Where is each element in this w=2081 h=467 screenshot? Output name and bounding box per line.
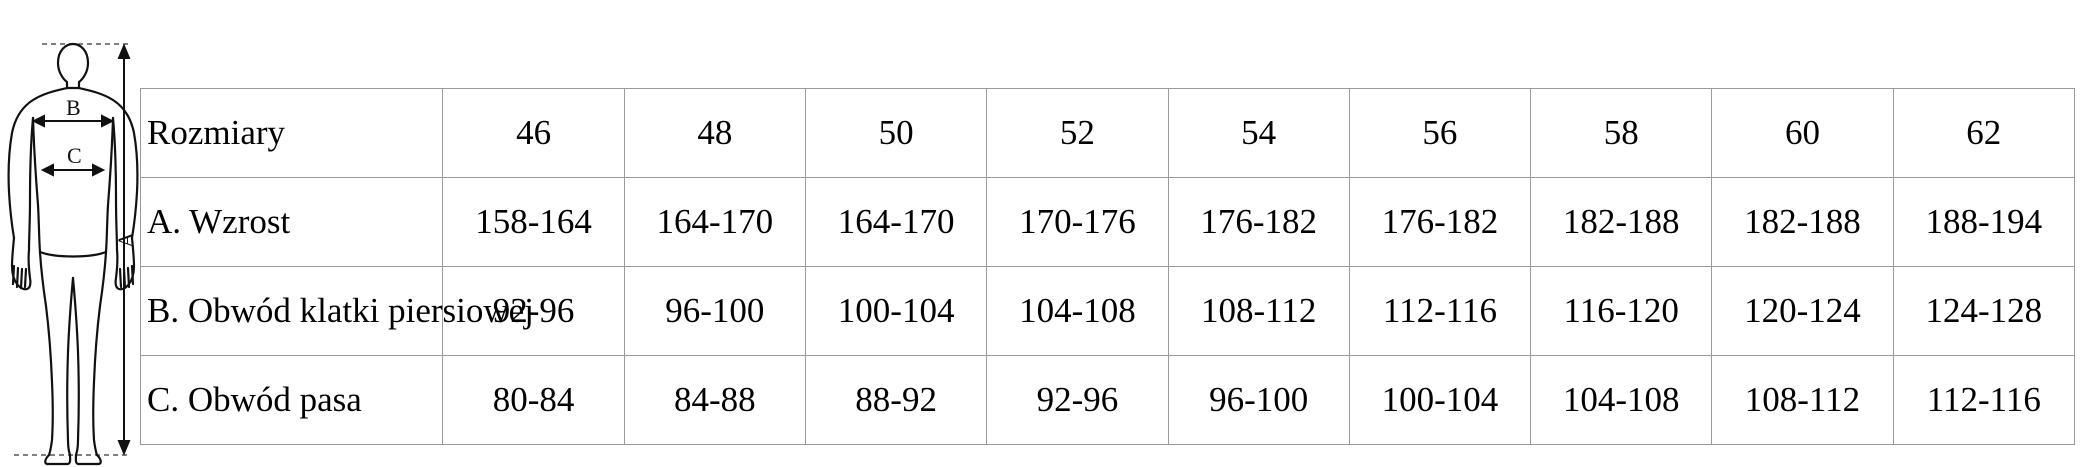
row-label-wzrost: A. Wzrost	[139, 177, 444, 267]
cell-wzrost-60: 182-188	[1711, 177, 1894, 267]
size-header-52: 52	[986, 88, 1169, 178]
cell-klatka-60: 120-124	[1711, 266, 1894, 356]
cell-pas-62: 112-116	[1892, 355, 2076, 445]
size-header-58: 58	[1530, 88, 1713, 178]
cell-pas-46: 80-84	[442, 355, 625, 445]
size-header-56: 56	[1348, 88, 1532, 178]
cell-klatka-56: 112-116	[1348, 266, 1532, 356]
table-row-header: Rozmiary 46 48 50 52 54 56 58 60 62	[139, 88, 2076, 178]
measure-label-c: C	[67, 143, 82, 168]
size-header-46: 46	[442, 88, 625, 178]
size-table: Rozmiary 46 48 50 52 54 56 58 60 62 A. W…	[139, 88, 2076, 445]
cell-klatka-50: 100-104	[804, 266, 988, 356]
table-row: C. Obwód pasa 80-84 84-88 88-92 92-96 96…	[139, 355, 2076, 445]
cell-pas-50: 88-92	[804, 355, 988, 445]
cell-wzrost-54: 176-182	[1167, 177, 1350, 267]
cell-klatka-62: 124-128	[1892, 266, 2076, 356]
table-row: B. Obwód klatki piersiowej 92-96 96-100 …	[139, 266, 2076, 356]
cell-pas-58: 104-108	[1530, 355, 1713, 445]
cell-klatka-58: 116-120	[1530, 266, 1713, 356]
cell-wzrost-58: 182-188	[1530, 177, 1713, 267]
cell-pas-52: 92-96	[986, 355, 1169, 445]
cell-wzrost-56: 176-182	[1348, 177, 1532, 267]
cell-klatka-52: 104-108	[986, 266, 1169, 356]
cell-wzrost-46: 158-164	[442, 177, 625, 267]
cell-wzrost-50: 164-170	[804, 177, 988, 267]
size-header-60: 60	[1711, 88, 1894, 178]
row-label-obwod-klatki-piersiowej: B. Obwód klatki piersiowej	[139, 266, 534, 356]
cell-klatka-46: 92-96	[442, 266, 625, 356]
cell-wzrost-52: 170-176	[986, 177, 1169, 267]
cell-wzrost-62: 188-194	[1892, 177, 2076, 267]
cell-pas-54: 96-100	[1167, 355, 1350, 445]
cell-klatka-48: 96-100	[623, 266, 807, 356]
size-table-container: Rozmiary 46 48 50 52 54 56 58 60 62 A. W…	[139, 88, 2076, 445]
size-header-54: 54	[1167, 88, 1350, 178]
row-label-obwod-pasa: C. Obwód pasa	[139, 355, 444, 445]
size-header-50: 50	[804, 88, 988, 178]
cell-klatka-54: 108-112	[1167, 266, 1350, 356]
table-row: A. Wzrost 158-164 164-170 164-170 170-17…	[139, 177, 2076, 267]
body-figure-panel: B C A	[0, 0, 140, 467]
header-label-rozmiary: Rozmiary	[139, 88, 444, 178]
size-header-48: 48	[623, 88, 807, 178]
measure-label-b: B	[66, 95, 81, 120]
size-header-62: 62	[1892, 88, 2076, 178]
cell-pas-56: 100-104	[1348, 355, 1532, 445]
male-body-silhouette-icon	[7, 42, 139, 466]
waist-measure-arrow-c	[40, 163, 106, 177]
cell-wzrost-48: 164-170	[623, 177, 807, 267]
cell-pas-60: 108-112	[1711, 355, 1894, 445]
measure-label-a: A	[113, 232, 138, 248]
height-measure-arrow-a	[117, 43, 131, 456]
cell-pas-48: 84-88	[623, 355, 807, 445]
chest-measure-arrow-b	[31, 114, 115, 128]
